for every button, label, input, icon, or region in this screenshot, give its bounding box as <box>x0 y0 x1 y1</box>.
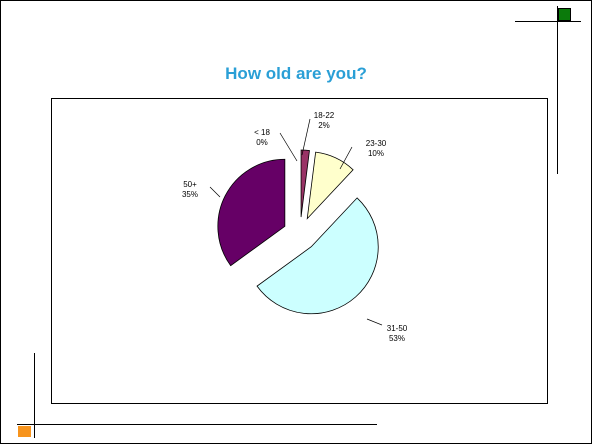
slice-label: 23-30 <box>366 139 387 148</box>
slice-percent-label: 10% <box>368 149 384 158</box>
slice-percent-label: 0% <box>256 138 268 147</box>
bottom-left-vertical-line <box>34 353 35 438</box>
top-right-vertical-line <box>557 6 558 174</box>
pie-slice-18-22 <box>300 149 310 218</box>
leader-line <box>339 146 353 170</box>
leader-line <box>301 118 311 156</box>
slice-percent-label: 53% <box>389 334 405 343</box>
slice-label: 18-22 <box>314 111 335 120</box>
pie-slice-50 <box>217 158 286 267</box>
chart-title: How old are you? <box>225 64 367 83</box>
bottom-left-horizontal-line <box>17 424 377 425</box>
pie-slice-23-30 <box>306 151 354 220</box>
slice-label: < 18 <box>254 128 270 137</box>
leader-line <box>209 186 221 198</box>
leader-line <box>279 132 298 162</box>
pie-slice-31-50 <box>256 197 379 315</box>
chart-frame: < 18 0% 18-22 2% 23-30 10% 31-50 53% 50+ 35% <box>51 98 548 404</box>
slice-label: 50+ <box>183 180 197 189</box>
orange-corner-square <box>18 426 31 437</box>
leader-line <box>366 318 383 326</box>
top-right-horizontal-line <box>515 21 581 22</box>
slice-percent-label: 2% <box>318 121 330 130</box>
slice-label: 31-50 <box>387 324 408 333</box>
green-corner-square <box>558 8 571 21</box>
slice-percent-label: 35% <box>182 190 198 199</box>
